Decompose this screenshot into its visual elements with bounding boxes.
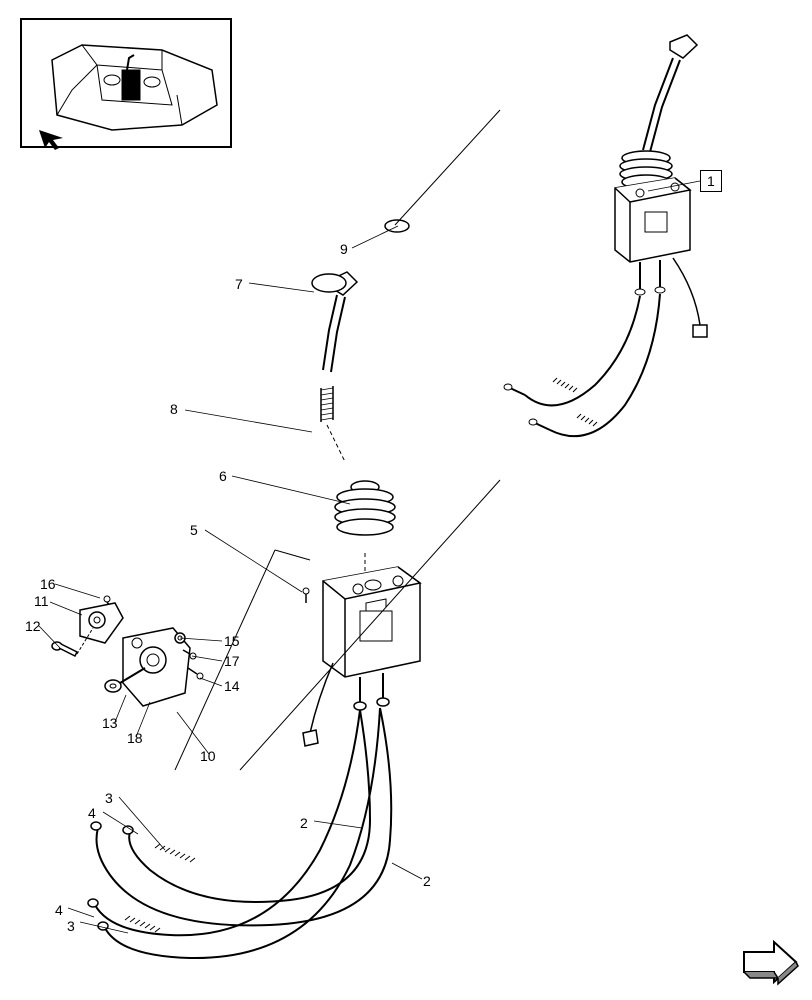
callout-16: 16	[40, 576, 56, 592]
callout-7: 7	[235, 276, 243, 292]
cap-button-illustration	[383, 218, 411, 234]
callout-15: 15	[224, 633, 240, 649]
next-page-arrow-icon[interactable]	[740, 938, 800, 986]
callout-13: 13	[102, 715, 118, 731]
callout-4b: 4	[55, 902, 63, 918]
callout-10: 10	[200, 748, 216, 764]
main-assembly-illustration	[495, 30, 795, 500]
callout-9: 9	[340, 241, 348, 257]
callout-12: 12	[25, 618, 41, 634]
callout-3a: 3	[105, 790, 113, 806]
bellows-illustration	[325, 475, 405, 540]
pointer-arrow-icon	[37, 128, 67, 150]
callout-2b: 2	[423, 873, 431, 889]
callout-14: 14	[224, 678, 240, 694]
callout-17: 17	[224, 653, 240, 669]
callout-8: 8	[170, 401, 178, 417]
callout-1: 1	[700, 170, 722, 192]
callout-4a: 4	[88, 805, 96, 821]
cap-top-illustration	[310, 272, 348, 294]
callout-18: 18	[127, 730, 143, 746]
callout-5: 5	[190, 522, 198, 538]
callout-3b: 3	[67, 918, 75, 934]
callout-11: 11	[34, 593, 49, 609]
callout-6: 6	[219, 468, 227, 484]
callout-2a: 2	[300, 815, 308, 831]
